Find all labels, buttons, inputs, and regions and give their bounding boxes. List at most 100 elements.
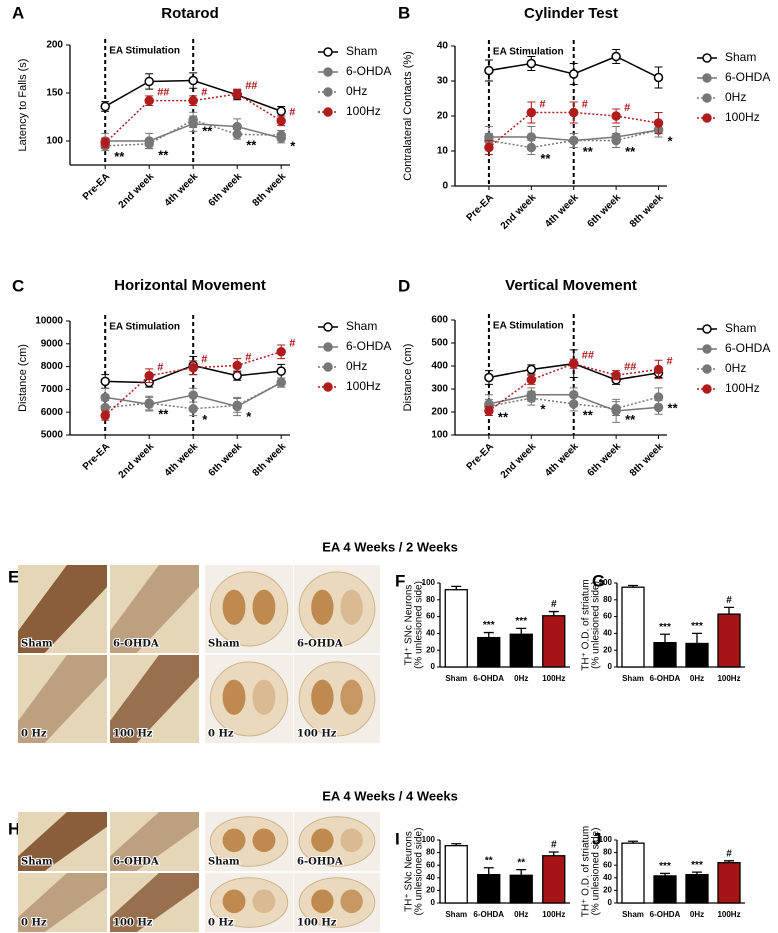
x-tick-label: 4th week [543, 192, 581, 230]
legend-marker [702, 93, 712, 103]
data-point [568, 399, 579, 409]
snc-image [110, 565, 199, 653]
data-point [653, 72, 664, 83]
panel-letter: B [398, 3, 410, 22]
significance-label: ** [202, 123, 213, 138]
x-tick-label: Sham [622, 910, 644, 919]
bar [653, 641, 677, 668]
y-tick-label: 0 [431, 898, 436, 907]
y-tick-label: 0 [608, 662, 613, 671]
significance-label: * [290, 139, 296, 154]
legend-marker [702, 113, 712, 123]
legend-label: Sham [346, 319, 377, 333]
y-tick-label: 10 [437, 146, 449, 157]
image-label: Sham [21, 639, 53, 650]
legend-marker [702, 324, 712, 334]
legend-label: 0Hz [346, 359, 367, 373]
striatum [311, 828, 334, 853]
significance-label: * [202, 412, 208, 427]
y-tick-label: 20 [603, 645, 612, 654]
data-point [611, 135, 621, 146]
image-label: 100 Hz [297, 918, 337, 929]
panel-letter: I [395, 829, 400, 848]
significance-label: # [157, 362, 163, 374]
panel-letter: E [8, 567, 19, 586]
data-point [144, 76, 154, 87]
x-tick-label: 6-OHDA [650, 674, 681, 683]
x-tick-label: 0Hz [690, 910, 704, 919]
data-point [526, 107, 537, 118]
legend-marker [323, 322, 333, 332]
bar [621, 842, 645, 904]
bar [444, 589, 468, 668]
striatum [340, 589, 363, 625]
legend-marker [323, 87, 333, 97]
significance-label: * [540, 402, 546, 417]
significance-label: *** [659, 861, 671, 872]
significance-label: ## [624, 361, 636, 373]
legend-marker [323, 107, 333, 117]
x-tick-label: 8th week [628, 192, 666, 230]
data-point [144, 398, 154, 408]
data-point [276, 366, 286, 376]
x-tick-label: Pre-EA [465, 441, 496, 472]
annotation: EA Stimulation [109, 322, 180, 333]
stain [18, 655, 107, 743]
striatum [222, 679, 246, 715]
legend-label: 6-OHDA [346, 339, 391, 353]
brain-section [209, 816, 289, 867]
y-tick-label: 150 [46, 88, 63, 99]
image-label: Sham [21, 857, 53, 868]
significance-label: ** [517, 857, 525, 868]
y-tick-label: 20 [426, 645, 435, 654]
significance-label: *** [483, 620, 495, 631]
image-label: Sham [208, 857, 240, 868]
y-tick-label: 60 [426, 612, 435, 621]
error-bar [660, 633, 670, 643]
image-label: 6-OHDA [113, 857, 159, 868]
data-point [484, 372, 494, 383]
data-point [611, 111, 621, 121]
image-label: 0 Hz [21, 918, 47, 929]
legend-marker [323, 362, 333, 372]
legend-marker [323, 67, 333, 77]
bar [542, 615, 566, 668]
x-tick-label: 2nd week [499, 192, 539, 232]
significance-label: *** [691, 860, 703, 871]
legend-label: Sham [725, 50, 756, 64]
y-tick-label: 0 [442, 181, 448, 192]
significance-label: # [201, 354, 207, 366]
significance-label: ** [625, 412, 636, 427]
data-point [526, 393, 537, 403]
data-point [144, 370, 154, 381]
y-axis-label: Latency to Falls (s) [17, 59, 29, 152]
y-axis-label: (% unlesioned side) [591, 828, 602, 916]
x-tick-label: 0Hz [514, 910, 528, 919]
snc-image [18, 655, 107, 743]
significance-label: ** [114, 149, 125, 164]
data-point [188, 362, 198, 373]
x-tick-label: 6th week [207, 171, 245, 209]
y-tick-label: 10000 [35, 316, 63, 327]
striatum [252, 889, 276, 914]
panel-letter: H [8, 819, 20, 838]
panel-letter: C [12, 276, 24, 295]
x-tick-label: 4th week [543, 441, 581, 479]
y-tick-label: 40 [437, 41, 449, 52]
data-point [232, 89, 242, 99]
section-title: EA 4 Weeks / 2 Weeks [322, 539, 458, 554]
y-tick-label: 5000 [41, 430, 64, 441]
data-point [188, 404, 198, 414]
y-tick-label: 40 [603, 629, 612, 638]
data-point [484, 65, 494, 76]
y-tick-label: 200 [46, 40, 63, 51]
data-point [568, 135, 579, 146]
x-tick-label: 0Hz [514, 674, 528, 683]
data-point [100, 138, 110, 148]
x-tick-label: 8th week [251, 171, 289, 209]
data-point [526, 132, 537, 142]
y-tick-label: 80 [426, 595, 435, 604]
y-axis-label: Contralateral Contacts (%) [402, 51, 414, 181]
image-label: 6-OHDA [297, 639, 343, 650]
y-tick-label: 80 [603, 595, 612, 604]
